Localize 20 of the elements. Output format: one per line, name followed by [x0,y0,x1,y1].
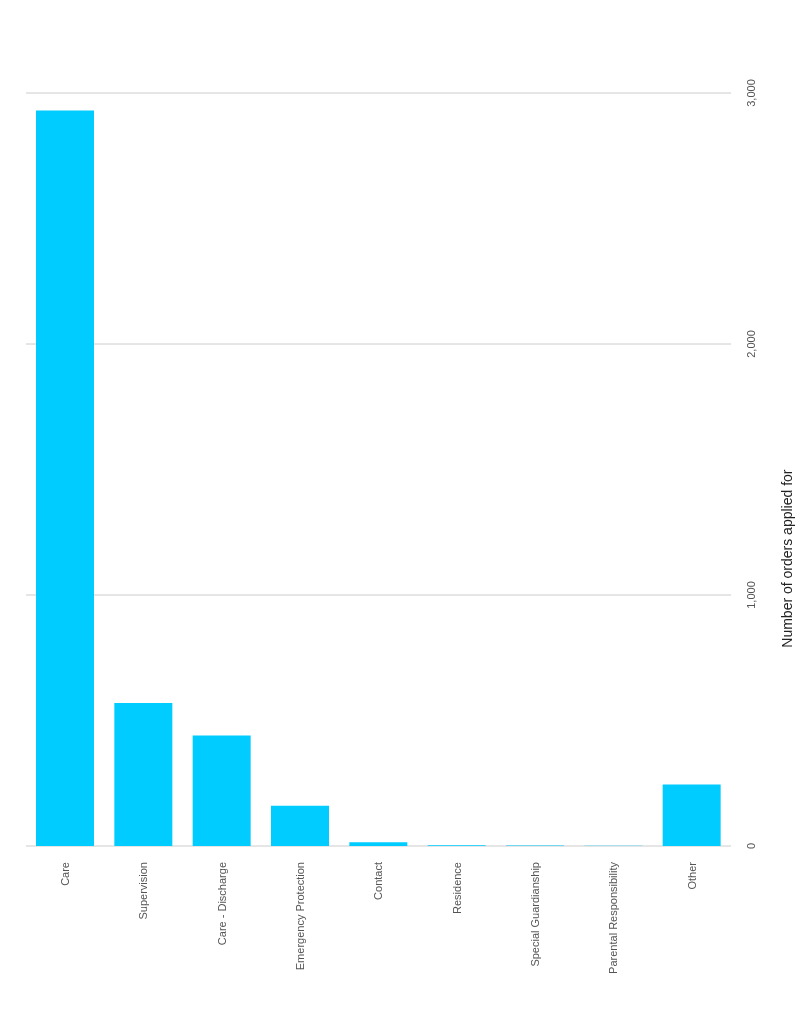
x-tick-label: Care - Discharge [215,862,228,946]
x-tick-label: Contact [372,862,385,900]
y-axis-title: Number of orders applied for [778,469,795,648]
x-tick-label: Parental Responsibility [607,861,620,974]
bar [271,805,329,846]
y-tick-label: 0 [745,842,757,850]
x-tick-label: Other [685,861,698,890]
bar [114,702,173,846]
bar [192,735,251,846]
x-tick-label: Residence [450,862,463,914]
y-tick-label: 3,000 [745,79,757,107]
bar [349,842,408,846]
x-tick-label: Supervision [137,862,150,920]
x-tick-label: Emergency Protection [294,862,307,971]
y-tick-label: 1,000 [745,581,757,609]
bar [662,784,721,846]
x-tick-label: Special Guardianship [529,862,542,967]
y-tick-label: 2,000 [745,330,757,358]
bar [36,110,94,846]
x-tick-label: Care [59,862,72,886]
